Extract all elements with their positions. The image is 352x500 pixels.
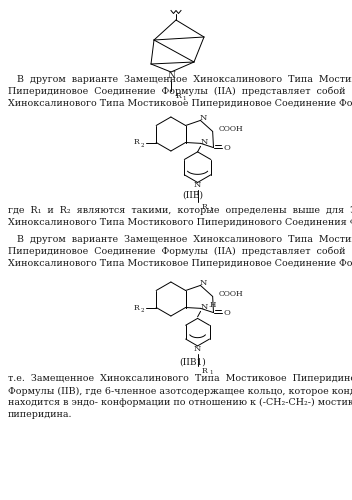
Text: N: N <box>194 182 201 190</box>
Text: В  другом  варианте  Замещенное  Хиноксалинового  Типа  Мостиковое
Пиперидиновое: В другом варианте Замещенное Хиноксалино… <box>8 75 352 108</box>
Text: O: O <box>224 308 231 316</box>
Text: N: N <box>201 138 208 146</box>
Text: 2: 2 <box>140 143 144 148</box>
Text: R: R <box>202 367 207 375</box>
Text: COOH: COOH <box>218 290 243 298</box>
Text: R: R <box>175 92 181 100</box>
Text: где  R₁  и  R₂  являются  такими,  которые  определены  выше  для  Замещенного
Х: где R₁ и R₂ являются такими, которые опр… <box>8 206 352 227</box>
Text: R: R <box>133 304 139 312</box>
Text: В  другом  варианте  Замещенное  Хиноксалинового  Типа  Мостиковое
Пиперидиновое: В другом варианте Замещенное Хиноксалино… <box>8 235 352 268</box>
Text: 1: 1 <box>209 207 212 212</box>
Text: COOH: COOH <box>218 126 243 134</box>
Text: R: R <box>133 138 139 146</box>
Text: N: N <box>201 304 208 312</box>
Text: N: N <box>200 280 207 287</box>
Text: 1: 1 <box>209 370 212 376</box>
Text: N: N <box>194 345 201 353</box>
Text: (IIB): (IIB) <box>182 190 203 200</box>
Text: O: O <box>224 144 231 152</box>
Text: 2: 2 <box>140 308 144 313</box>
Text: N: N <box>200 114 207 122</box>
Text: (IIB1): (IIB1) <box>180 358 206 366</box>
Text: 1: 1 <box>182 96 186 100</box>
Text: т.е.  Замещенное  Хиноксалинового  Типа  Мостиковое  Пиперидиновое  Соединение
Ф: т.е. Замещенное Хиноксалинового Типа Мос… <box>8 374 352 420</box>
Text: N: N <box>167 70 175 80</box>
Text: .H: .H <box>208 302 217 310</box>
Text: R: R <box>202 204 207 212</box>
